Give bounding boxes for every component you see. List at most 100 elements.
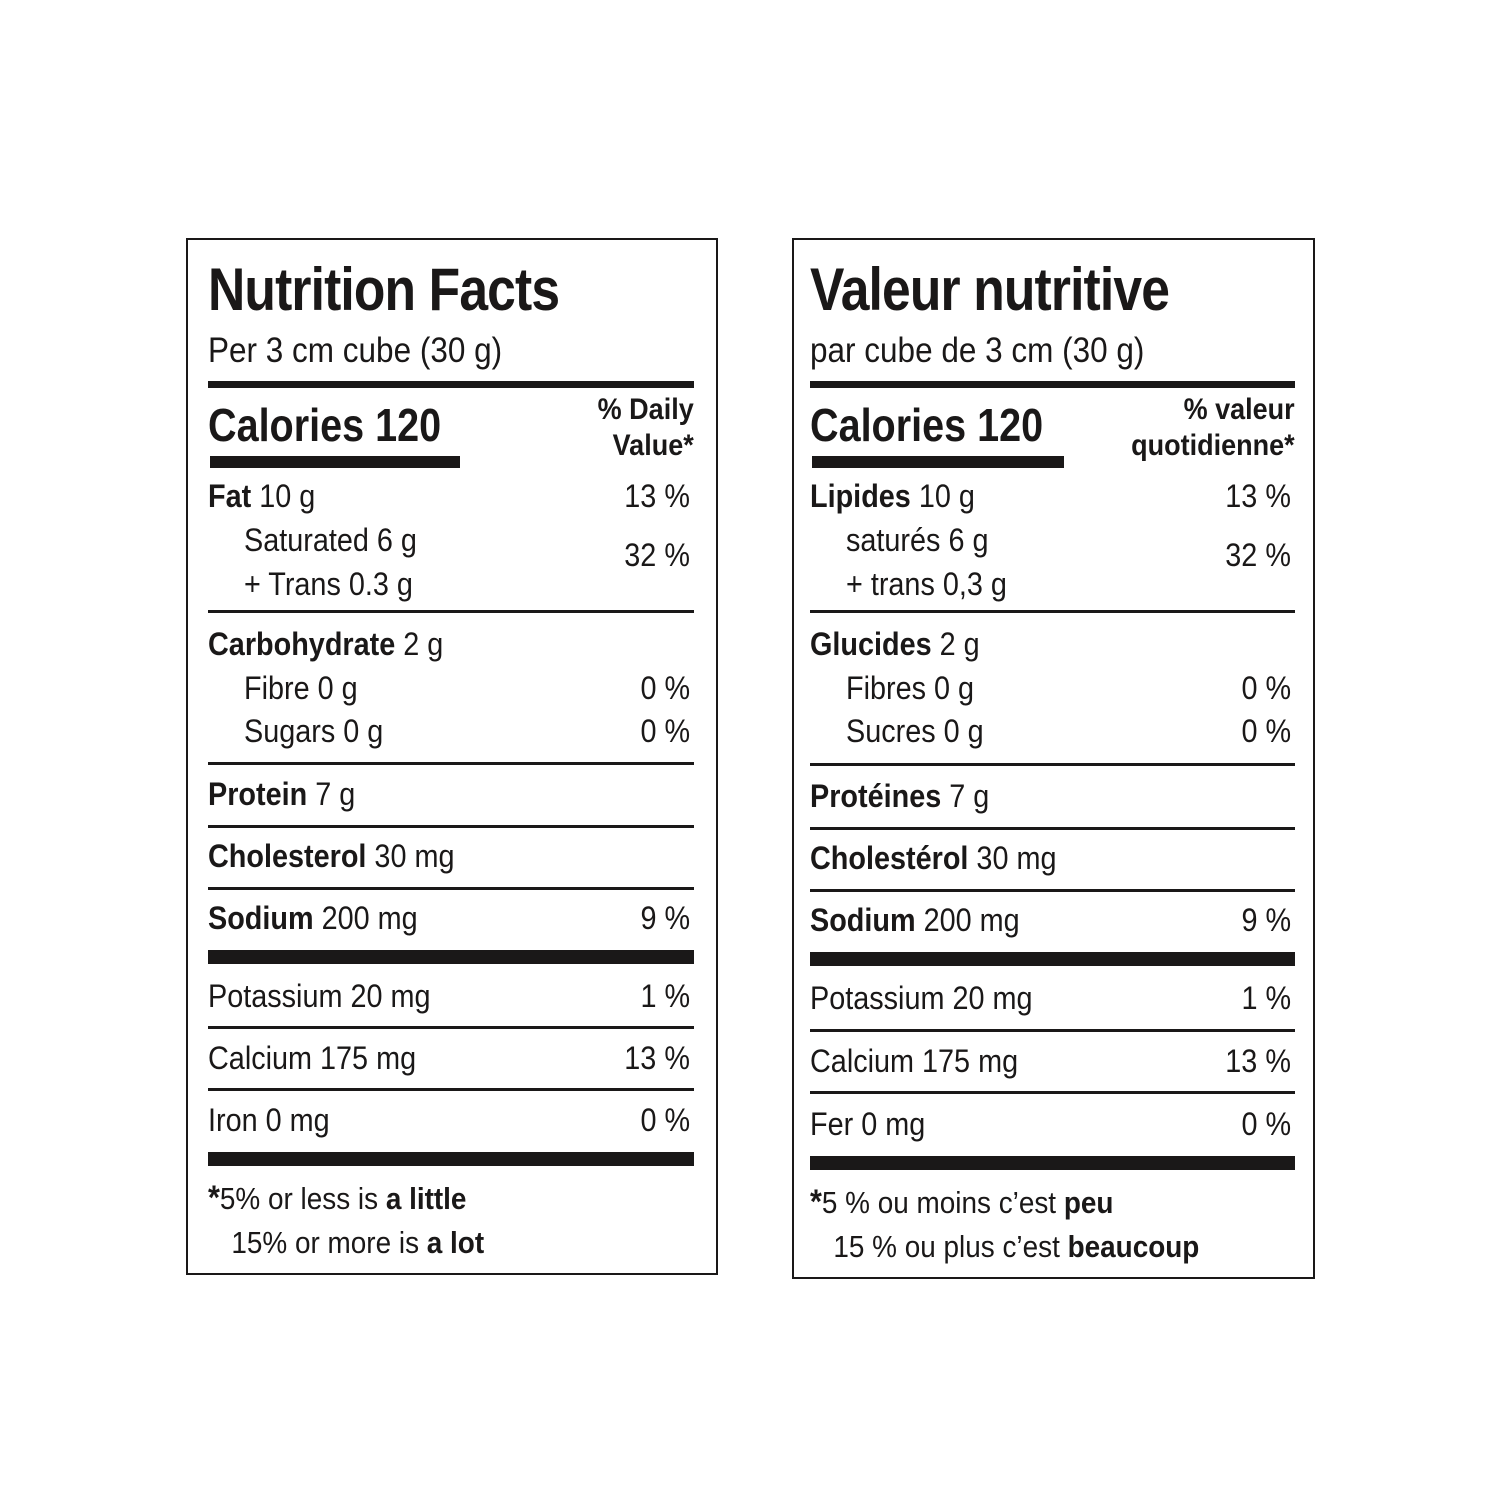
nutrient-row-trans: + Trans 0.3 g [208,568,694,608]
nutrient-row-potassium: Potassium 20 mg 1 % [810,982,1295,1022]
nutrient-row-cholesterol: Cholesterol 30 mg [208,840,694,880]
sodium-amount: 200 mg [313,900,418,936]
nutrient-row-fibre: Fibres 0 g 0 % [810,672,1295,712]
nutrient-row-potassium: Potassium 20 mg 1 % [208,980,694,1020]
carbohydrate-amount: 2 g [395,626,444,662]
cholesterol-name: Cholestérol [810,840,969,876]
rule [810,889,1295,892]
footnote-line2: 15% or more is a lot [208,1221,484,1265]
carbohydrate-name: Carbohydrate [208,626,396,662]
cholesterol-amount: 30 mg [968,840,1057,876]
carbohydrate-amount: 2 g [931,626,980,662]
sugars-amount: Sucres 0 g [846,713,984,749]
fat-amount: 10 g [251,478,316,514]
protein-amount: 7 g [307,776,356,812]
iron-amount: Fer 0 mg [810,1106,926,1142]
footnote-line2-emphasis: beaucoup [1067,1229,1200,1264]
calcium-percent: 13 % [624,1040,690,1076]
iron-amount: Iron 0 mg [208,1102,330,1138]
saturated-amount: Saturated 6 g [244,522,417,558]
nutrition-facts-label-english: Nutrition Facts Per 3 cm cube (30 g) Cal… [186,238,718,1275]
saturated-trans-percent: 32 % [1225,537,1291,573]
rule [208,825,694,828]
footnote: *5% or less is a little 15% or more is a… [208,1176,484,1265]
protein-name: Protein [208,776,308,812]
potassium-percent: 1 % [1241,980,1291,1016]
asterisk: * [810,1183,822,1221]
footnote-line1-emphasis: a little [385,1181,467,1216]
fat-percent: 13 % [1225,478,1291,514]
serving-size: Per 3 cm cube (30 g) [208,331,503,370]
nutrient-row-iron: Fer 0 mg 0 % [810,1108,1295,1148]
daily-value-header: % Daily Value* [598,392,694,464]
footnote-line2: 15 % ou plus c’est beaucoup [810,1225,1199,1269]
label-title: Valeur nutritive [810,256,1170,323]
sodium-percent: 9 % [640,900,690,936]
iron-percent: 0 % [640,1102,690,1138]
calories-underline [812,456,1064,468]
daily-value-header: % valeur quotidienne* [1132,392,1295,464]
serving-size: par cube de 3 cm (30 g) [810,331,1145,370]
sodium-name: Sodium [810,902,916,938]
footnote-line2-emphasis: a lot [426,1225,485,1260]
sodium-percent: 9 % [1241,902,1291,938]
trans-amount: + trans 0,3 g [846,566,1007,602]
rule [208,1026,694,1029]
footnote-line1: *5% or less is a little [208,1176,484,1221]
protein-amount: 7 g [941,778,990,814]
sodium-amount: 200 mg [915,902,1020,938]
fat-amount: 10 g [910,478,975,514]
nutrient-row-sugars: Sugars 0 g 0 % [208,715,694,755]
rule-thick [810,952,1295,966]
daily-value-line2: quotidienne* [1131,429,1295,462]
calcium-percent: 13 % [1225,1043,1291,1079]
potassium-percent: 1 % [640,978,690,1014]
nutrient-row-carbohydrate: Glucides 2 g [810,628,1295,668]
asterisk: * [208,1179,220,1217]
rule [810,827,1295,830]
fat-name: Lipides [810,478,911,514]
sugars-amount: Sugars 0 g [244,713,384,749]
nutrition-facts-label-french: Valeur nutritive par cube de 3 cm (30 g)… [792,238,1315,1279]
footnote-line2-text: 15% or more is [231,1225,427,1260]
saturated-amount: saturés 6 g [846,522,989,558]
nutrient-row-fat: Lipides 10 g 13 % [810,480,1295,520]
calcium-amount: Calcium 175 mg [208,1040,417,1076]
nutrient-row-sodium: Sodium 200 mg 9 % [810,904,1295,944]
rule [810,1091,1295,1094]
sugars-percent: 0 % [1241,713,1291,749]
footnote-line2-text: 15 % ou plus c’est [833,1229,1068,1264]
carbohydrate-name: Glucides [810,626,932,662]
nutrient-row-trans: + trans 0,3 g [810,568,1295,608]
nutrient-row-protein: Protéines 7 g [810,780,1295,820]
rule [208,762,694,765]
rule-thick-top [208,381,694,388]
nutrient-row-carbohydrate: Carbohydrate 2 g [208,628,694,668]
nutrient-row-iron: Iron 0 mg 0 % [208,1104,694,1144]
footnote-line1-text: 5% or less is [219,1181,386,1216]
calories: Calories 120 [810,399,1044,451]
fat-name: Fat [208,478,252,514]
footnote: *5 % ou moins c’est peu 15 % ou plus c’e… [810,1180,1199,1269]
nutrient-row-saturated: Saturated 6 g [208,524,694,564]
nutrient-row-protein: Protein 7 g [208,778,694,818]
potassium-amount: Potassium 20 mg [810,980,1033,1016]
nutrient-row-saturated: saturés 6 g [810,524,1295,564]
sugars-percent: 0 % [640,713,690,749]
daily-value-line1: % valeur [1183,393,1295,426]
fibre-amount: Fibre 0 g [244,670,358,706]
calories: Calories 120 [208,399,442,451]
nutrient-row-calcium: Calcium 175 mg 13 % [208,1042,694,1082]
fibre-percent: 0 % [1241,670,1291,706]
daily-value-line2: Value* [612,429,694,462]
nutrient-row-cholesterol: Cholestérol 30 mg [810,842,1295,882]
rule [810,610,1295,613]
nutrient-row-fibre: Fibre 0 g 0 % [208,672,694,712]
calcium-amount: Calcium 175 mg [810,1043,1019,1079]
rule-thick [810,1156,1295,1170]
rule-thick [208,950,694,964]
rule-thick-top [810,381,1295,388]
cholesterol-name: Cholesterol [208,838,367,874]
trans-amount: + Trans 0.3 g [244,566,413,602]
saturated-trans-percent-row: 32 % [810,539,1295,579]
